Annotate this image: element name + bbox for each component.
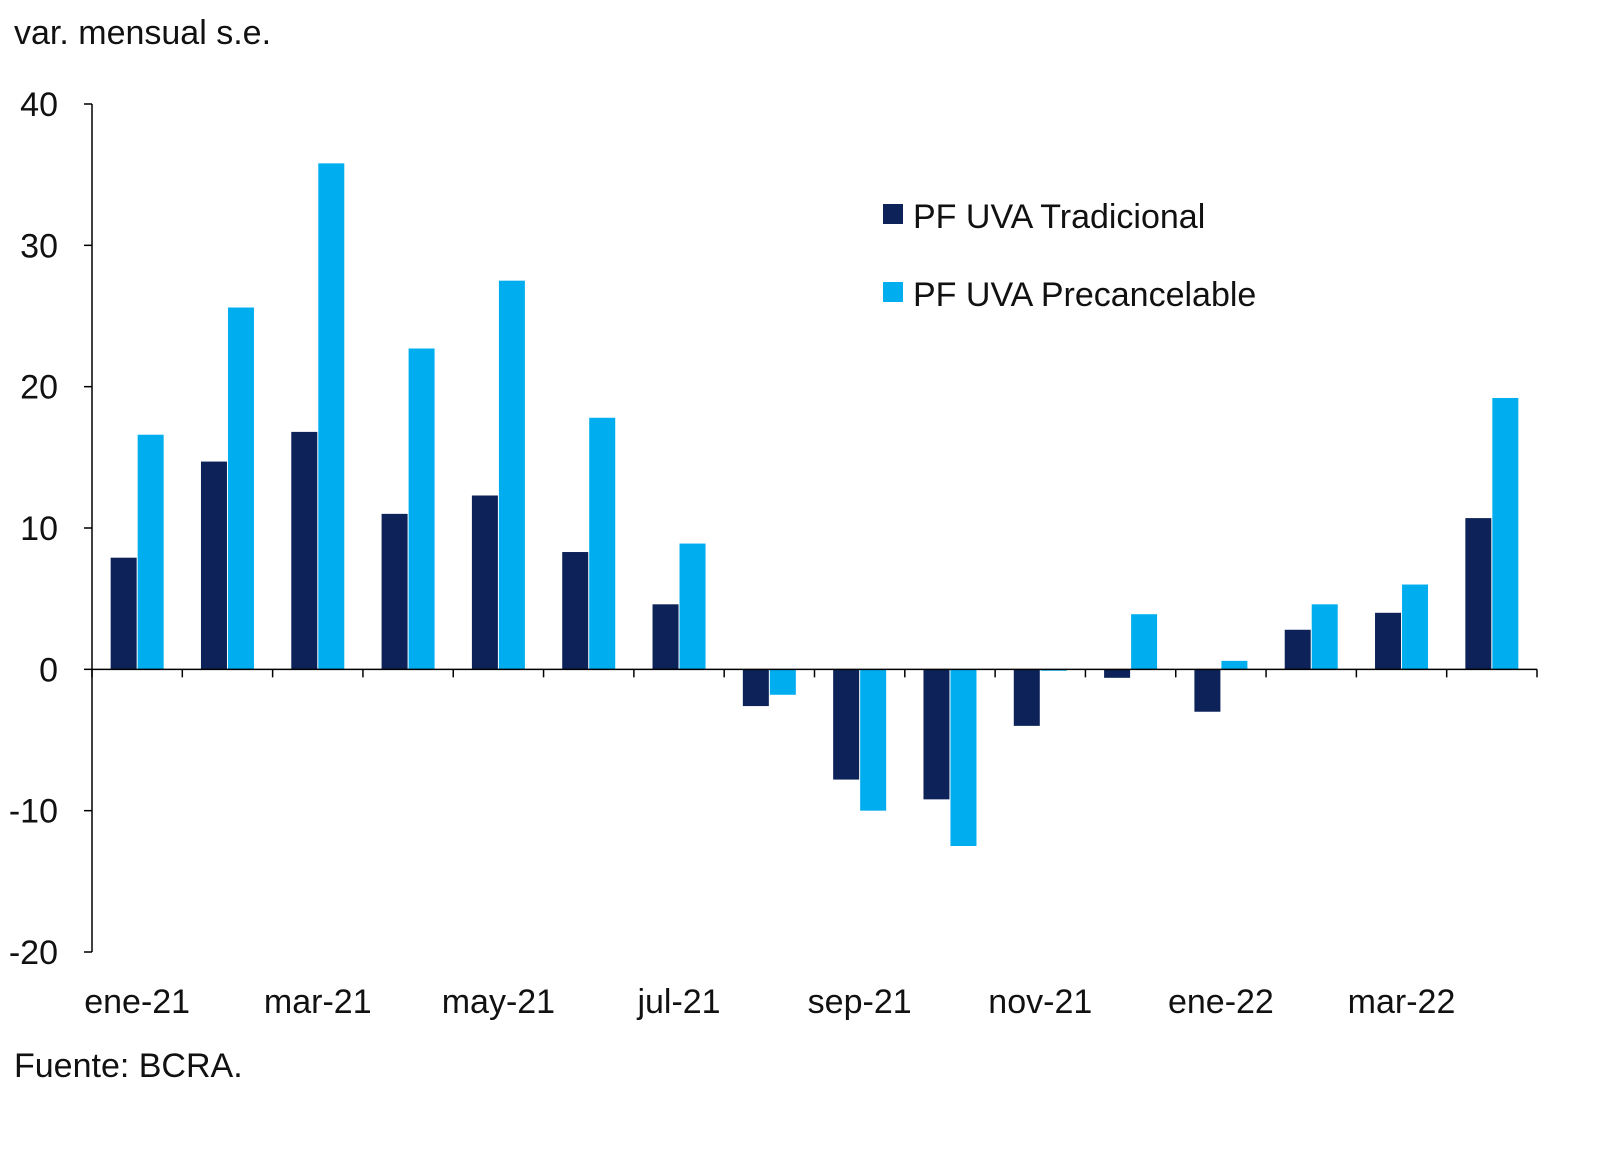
bar-precancelable-may-21 xyxy=(498,280,525,670)
bar-precancelable-ene-22 xyxy=(1221,660,1248,670)
x-tick-label: may-21 xyxy=(442,983,555,1021)
y-axis-label: var. mensual s.e. xyxy=(14,14,271,52)
bar-precancelable-feb-22 xyxy=(1311,604,1338,670)
bar-tradicional-abr-21 xyxy=(381,513,408,670)
bar-tradicional-dic-21 xyxy=(1104,669,1131,678)
y-tick-label: -10 xyxy=(9,793,58,831)
legend-swatch-0 xyxy=(883,204,903,224)
bar-tradicional-ene-21 xyxy=(110,557,137,670)
bar-tradicional-jun-21 xyxy=(562,552,589,670)
bar-precancelable-jun-21 xyxy=(589,417,616,670)
bar-tradicional-nov-21 xyxy=(1013,669,1040,726)
bar-tradicional-sep-21 xyxy=(833,669,860,780)
bar-tradicional-oct-21 xyxy=(923,669,950,800)
bar-tradicional-ago-21 xyxy=(742,669,769,707)
bar-precancelable-ago-21 xyxy=(769,669,796,695)
x-tick-label: ene-21 xyxy=(84,983,190,1021)
x-tick-label: ene-22 xyxy=(1168,983,1274,1021)
bar-tradicional-feb-22 xyxy=(1284,629,1311,670)
legend-label-0: PF UVA Tradicional xyxy=(913,198,1205,236)
y-tick-label: 10 xyxy=(20,510,58,548)
y-tick-label: -20 xyxy=(9,934,58,972)
x-tick-label: mar-21 xyxy=(264,983,372,1021)
y-tick-label: 30 xyxy=(20,227,58,265)
bar-precancelable-sep-21 xyxy=(860,669,887,811)
y-tick-label: 20 xyxy=(20,369,58,407)
y-tick-label: 40 xyxy=(20,86,58,124)
bar-precancelable-mar-22 xyxy=(1402,584,1429,670)
legend-label-1: PF UVA Precancelable xyxy=(913,276,1256,314)
bar-precancelable-dic-21 xyxy=(1131,614,1158,670)
bar-precancelable-ene-21 xyxy=(137,434,164,670)
x-tick-label: sep-21 xyxy=(808,983,912,1021)
source-note: Fuente: BCRA. xyxy=(14,1047,243,1085)
x-tick-label: mar-22 xyxy=(1348,983,1456,1021)
bar-precancelable-mar-21 xyxy=(318,163,345,670)
bar-precancelable-oct-21 xyxy=(950,669,977,846)
bar-tradicional-abr-22 xyxy=(1465,518,1492,670)
x-tick-label: jul-21 xyxy=(636,983,720,1021)
bar-tradicional-mar-21 xyxy=(291,431,318,670)
bar-precancelable-abr-21 xyxy=(408,348,435,670)
y-tick-label: 0 xyxy=(39,651,58,689)
bar-precancelable-abr-22 xyxy=(1492,397,1519,670)
bar-tradicional-feb-21 xyxy=(200,461,227,670)
x-tick-label: nov-21 xyxy=(988,983,1092,1021)
bar-tradicional-ene-22 xyxy=(1194,669,1221,712)
bar-precancelable-feb-21 xyxy=(227,307,254,670)
bar-tradicional-jul-21 xyxy=(652,604,679,670)
bar-tradicional-may-21 xyxy=(471,495,498,670)
bar-tradicional-mar-22 xyxy=(1375,612,1402,670)
bar-precancelable-jul-21 xyxy=(679,543,706,670)
legend-swatch-1 xyxy=(883,282,903,302)
